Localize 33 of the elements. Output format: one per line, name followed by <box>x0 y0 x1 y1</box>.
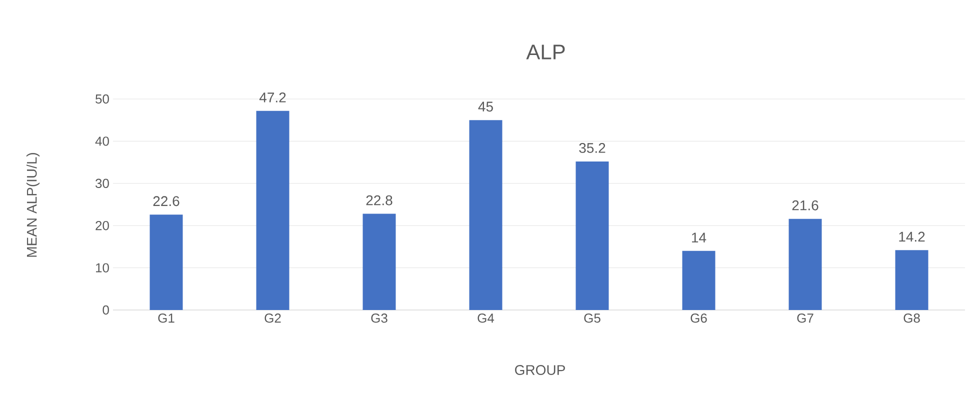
bar <box>895 250 928 310</box>
bar <box>256 110 290 310</box>
data-label: 22.8 <box>366 195 392 206</box>
bar <box>150 214 183 310</box>
x-tick-label: G7 <box>797 314 814 323</box>
bar <box>682 250 716 310</box>
y-tick-label: 50 <box>96 94 109 104</box>
x-tick-label: G1 <box>158 314 174 323</box>
bar <box>576 161 609 310</box>
y-tick-label: 0 <box>102 305 109 315</box>
x-tick-label: G5 <box>584 314 600 323</box>
chart-title: ALP <box>526 44 565 60</box>
data-label: 21.6 <box>792 200 818 210</box>
data-label: 45 <box>478 102 493 112</box>
x-tick-label: G3 <box>371 314 388 323</box>
x-tick-label: G6 <box>690 314 707 323</box>
x-tick-label: G4 <box>478 314 494 323</box>
y-tick-label: 30 <box>96 178 109 188</box>
y-tick-label: 40 <box>95 136 109 146</box>
x-tick-label: G2 <box>264 314 281 323</box>
x-tick-label: G8 <box>904 314 920 323</box>
y-axis-title: MEAN ALP(IU/L) <box>26 152 40 257</box>
data-label: 35.2 <box>579 143 606 153</box>
bar <box>469 120 502 310</box>
bar <box>788 218 822 310</box>
y-tick-label: 10 <box>96 263 109 272</box>
data-label: 14 <box>692 232 706 242</box>
data-label: 14.2 <box>899 232 925 242</box>
data-label: 47.2 <box>259 92 286 102</box>
data-label: 22.6 <box>153 196 180 206</box>
y-tick-label: 20 <box>96 220 109 230</box>
x-axis-title: GROUP <box>515 365 565 375</box>
bar <box>362 214 396 310</box>
